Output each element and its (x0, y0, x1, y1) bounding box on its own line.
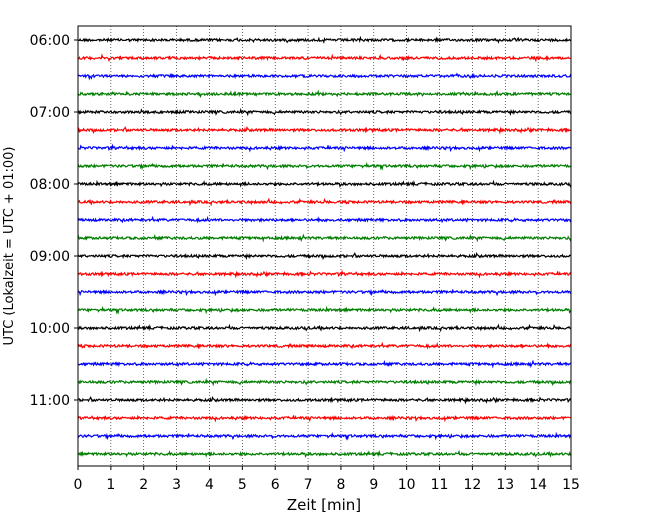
x-tick-label: 11 (431, 477, 449, 493)
x-tick-label: 8 (336, 477, 345, 493)
trace-1145 (77, 449, 572, 458)
trace-0745 (77, 161, 572, 171)
x-tick-label: 0 (74, 477, 83, 493)
seismic-traces (77, 35, 572, 458)
trace-1045 (77, 377, 572, 387)
x-axis-ticks: 0 1 2 3 4 5 6 7 8 9 10 11 12 13 14 15 (74, 466, 580, 493)
y-tick-label: 07:00 (30, 105, 70, 121)
y-tick-label: 08:00 (30, 177, 70, 193)
trace-1030 (77, 359, 572, 369)
x-tick-label: 7 (304, 477, 313, 493)
x-tick-label: 13 (496, 477, 514, 493)
trace-1015 (77, 341, 572, 350)
trace-0700 (77, 107, 572, 117)
trace-1115 (77, 414, 572, 423)
trace-0615 (77, 53, 572, 63)
x-tick-label: 2 (139, 477, 148, 493)
trace-0845 (77, 233, 572, 243)
y-tick-label: 10:00 (30, 321, 70, 337)
trace-1130 (77, 431, 572, 441)
x-tick-label: 9 (369, 477, 378, 493)
trace-0800 (77, 179, 572, 188)
trace-0815 (77, 197, 572, 207)
x-tick-label: 14 (529, 477, 547, 493)
trace-1000 (77, 323, 572, 333)
plot-frame (77, 25, 572, 467)
x-tick-label: 5 (238, 477, 247, 493)
x-tick-label: 1 (106, 477, 115, 493)
x-axis-label: Zeit [min] (287, 496, 361, 514)
vertical-grid-lines (110, 26, 539, 466)
trace-0945 (77, 305, 572, 315)
y-tick-label: 11:00 (30, 393, 70, 409)
trace-0630 (77, 72, 572, 81)
trace-0645 (77, 89, 572, 99)
x-tick-label: 10 (398, 477, 416, 493)
y-tick-label: 06:00 (30, 33, 70, 49)
trace-0900 (77, 251, 572, 261)
x-tick-label: 6 (271, 477, 280, 493)
trace-0600 (77, 35, 572, 45)
y-tick-label: 09:00 (30, 249, 70, 265)
trace-0915 (77, 269, 572, 279)
trace-0830 (77, 215, 572, 224)
trace-0930 (77, 288, 572, 297)
trace-1100 (77, 395, 572, 405)
x-tick-label: 15 (562, 477, 580, 493)
trace-0730 (77, 143, 572, 153)
x-tick-label: 4 (205, 477, 214, 493)
y-axis-label: UTC (Lokalzeit = UTC + 01:00) (2, 147, 17, 346)
y-axis-ticks: 06:00 07:00 08:00 09:00 10:00 11:00 (30, 33, 78, 409)
trace-0715 (77, 125, 572, 135)
x-tick-label: 12 (463, 477, 481, 493)
x-tick-label: 3 (172, 477, 181, 493)
